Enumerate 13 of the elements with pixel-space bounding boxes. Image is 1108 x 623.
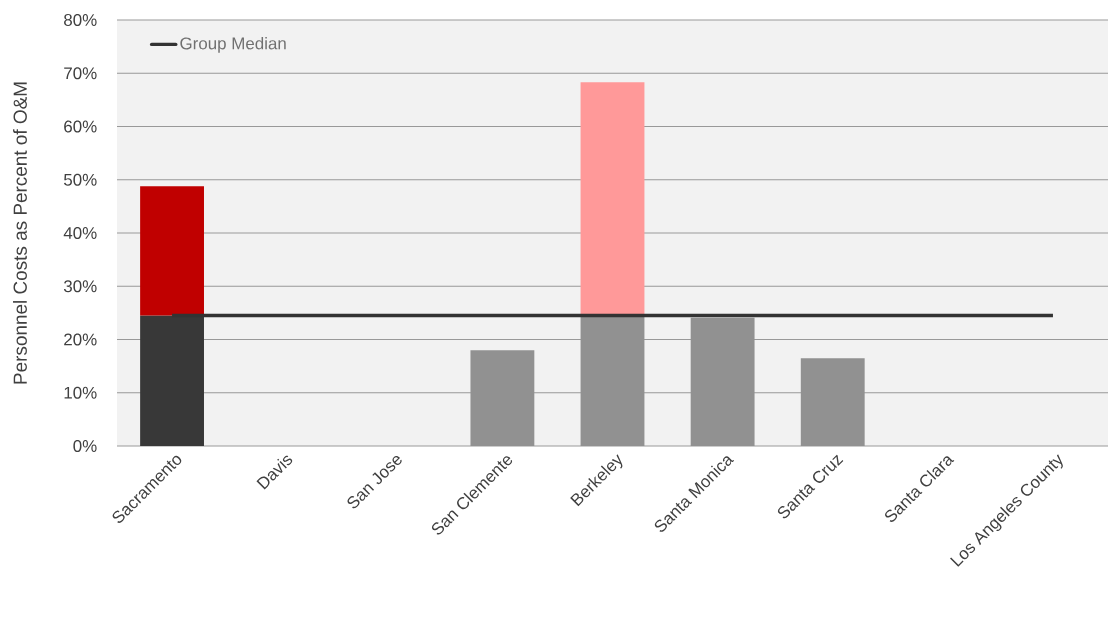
y-tick-label: 20% bbox=[64, 333, 97, 346]
y-tick-label: 30% bbox=[63, 280, 97, 293]
y-tick-label: 60% bbox=[64, 120, 97, 133]
y-tick-label: 0% bbox=[73, 440, 97, 452]
y-tick-label: 80% bbox=[64, 14, 97, 27]
y-tick-label: 50% bbox=[63, 173, 97, 186]
y-tick-label: 70% bbox=[64, 67, 97, 80]
legend-label: Group Median bbox=[180, 36, 286, 53]
bar bbox=[580, 82, 645, 316]
y-tick-label: 10% bbox=[64, 386, 97, 399]
bar bbox=[140, 186, 204, 316]
y-tick-label: 40% bbox=[63, 227, 97, 239]
y-axis-title: Personnel Costs as Percent of O&M bbox=[13, 82, 27, 384]
